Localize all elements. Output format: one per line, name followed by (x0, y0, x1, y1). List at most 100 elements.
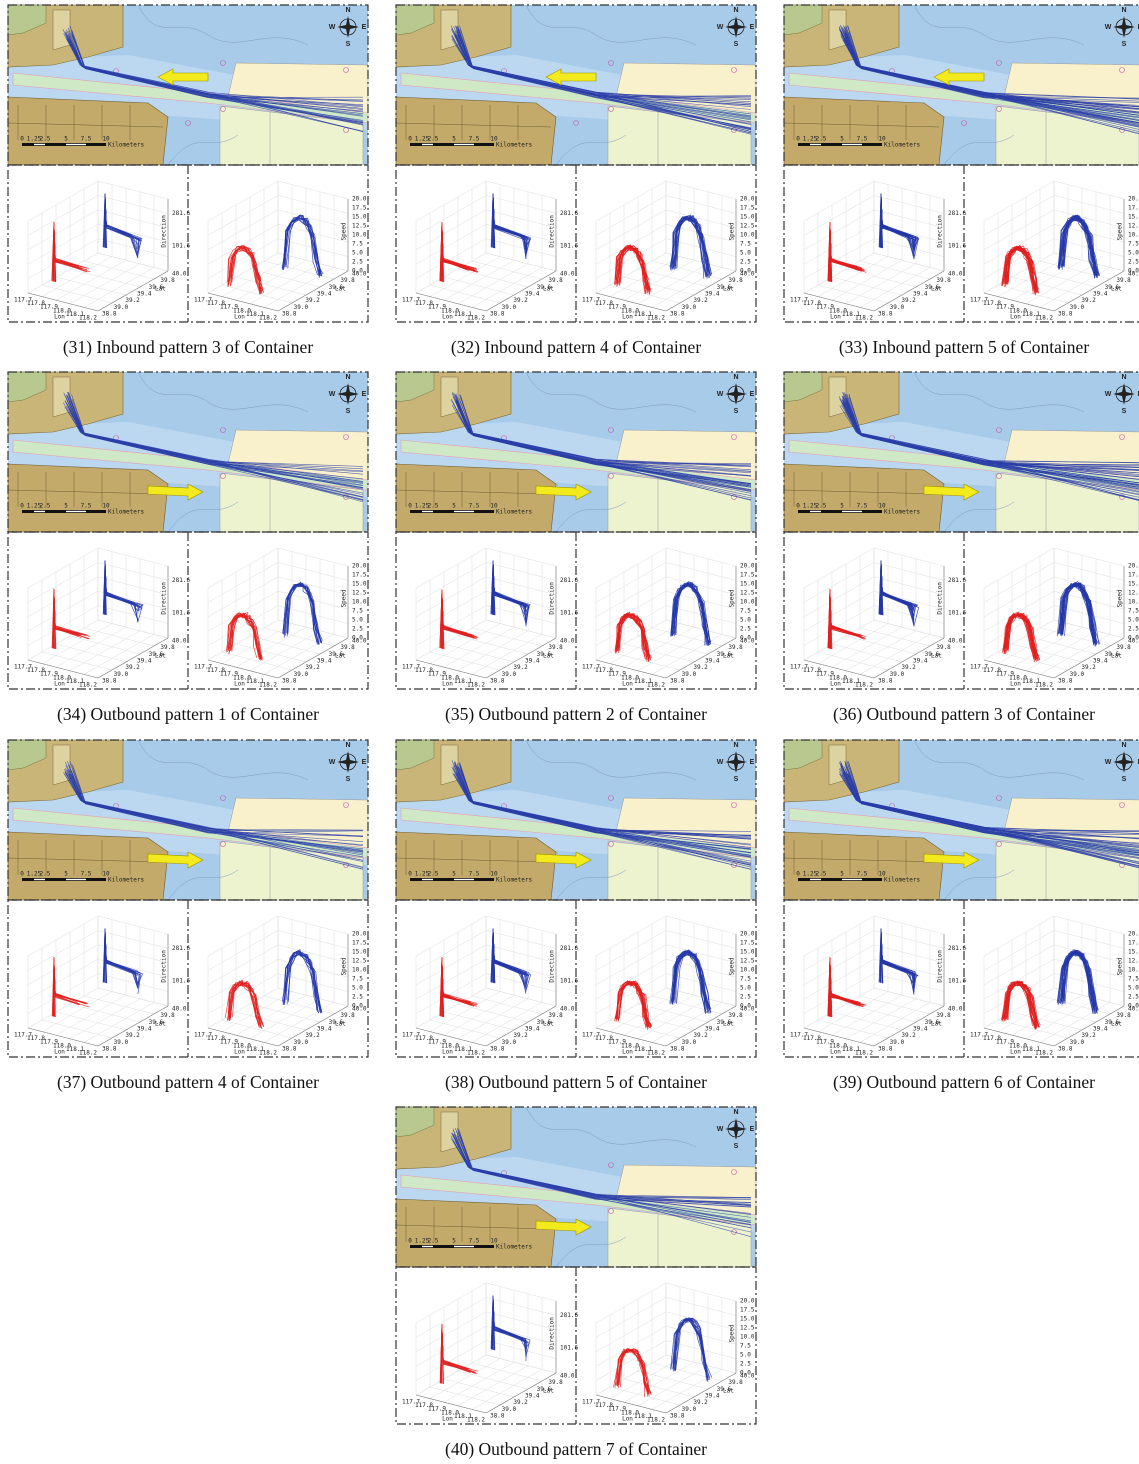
lon-label: Lon (1010, 681, 1021, 688)
scale-unit: Kilometers (496, 509, 533, 516)
lat-tick-label: 39.4 (705, 1393, 720, 1400)
grid-line (207, 195, 279, 236)
z-tick-label: 281.6 (172, 577, 190, 584)
grid-line (983, 547, 1055, 589)
lon-tick-label: 117.9 (220, 671, 238, 678)
lat-tick-label: 39.8 (1116, 277, 1131, 284)
trajectory-3d (829, 590, 855, 650)
scale-bar (798, 510, 882, 513)
trajectory-3d (614, 981, 649, 1029)
grid-line (277, 180, 349, 200)
trajectory-3d (230, 246, 262, 295)
grid-line (27, 605, 99, 646)
trajectory-3d (615, 614, 653, 659)
grid-line (69, 635, 141, 655)
grid-line (277, 547, 349, 567)
trajectory-3d (829, 226, 860, 282)
lon-label: Lon (234, 681, 245, 688)
lon-tick-label: 117.7 (194, 1032, 212, 1039)
grid-line (595, 1340, 667, 1381)
lat-tick-label: 40.0 (560, 271, 575, 278)
grid-line (845, 263, 917, 305)
z-tick-label: 281.6 (948, 945, 966, 952)
z-label: Direction (937, 215, 944, 248)
z-tick-label: 5.0 (352, 250, 363, 257)
land-outline (783, 857, 940, 863)
z-tick-label: 17.5 (352, 205, 367, 212)
depth-contour (137, 4, 309, 46)
grid-line (221, 284, 293, 304)
trajectory-3d (880, 193, 915, 257)
grid-line (595, 195, 667, 236)
scale-label: 5 (840, 136, 844, 143)
trajectory (838, 396, 1139, 501)
axis-line (485, 270, 557, 312)
compass-letter: W (1105, 759, 1112, 766)
scale-bar (410, 1245, 494, 1248)
lon-tick-label: 117.8 (983, 300, 1001, 307)
lon-tick-label: 117.7 (790, 664, 808, 671)
grid-line (429, 1386, 501, 1406)
lat-label: Lat (723, 286, 734, 293)
grid-line (803, 238, 875, 279)
grid-line (595, 576, 667, 618)
buoy (996, 841, 1002, 847)
grid-line (983, 973, 1055, 1014)
lat-tick-label: 39.2 (1081, 664, 1096, 671)
trajectory-3d (103, 560, 140, 615)
z-label: Speed (729, 957, 736, 975)
axis-line (27, 292, 99, 312)
scale-label: 10 (490, 136, 498, 143)
lat-tick-label: 39.2 (125, 1032, 140, 1039)
z-tick-label: 7.5 (1128, 608, 1139, 615)
grid-line (803, 915, 875, 957)
scale-label: 2.5 (428, 136, 439, 143)
lon-tick-label: 117.7 (582, 1399, 600, 1406)
trajectory-3d (104, 560, 139, 623)
trajectory-3d (829, 591, 858, 649)
land-outline (783, 489, 940, 495)
lat-tick-label: 39.6 (537, 1386, 552, 1393)
grid-line (277, 576, 349, 596)
trajectory-3d (53, 225, 78, 282)
scale-label: 0 (408, 871, 412, 878)
lon-tick-label: 117.7 (402, 1399, 420, 1406)
z-label: Speed (729, 222, 736, 240)
trajectory-3d (828, 960, 855, 1017)
lon-tick-label: 118.2 (647, 1417, 665, 1424)
trajectory-3d (615, 246, 650, 290)
compass (337, 751, 359, 773)
grid-line (249, 635, 321, 655)
grid-line (665, 209, 737, 229)
buoy (573, 120, 579, 126)
grid-line (207, 576, 279, 618)
z-tick-label: 12.5 (740, 1325, 755, 1332)
lon-tick-label: 118.2 (79, 682, 97, 689)
grid-line (637, 1370, 709, 1390)
grid-line (207, 930, 279, 971)
z-tick-label: 15.0 (352, 214, 367, 221)
grid-line (443, 1011, 515, 1031)
trajectory-3d (669, 216, 709, 279)
grid-line (665, 1282, 737, 1302)
grid-line (873, 547, 945, 567)
lat-tick-label: 39.6 (329, 284, 344, 291)
z-tick-label: 0.0 (352, 635, 363, 642)
grid-line (665, 1311, 737, 1331)
lat-label: Lat (723, 653, 734, 660)
z-tick-label: 20.0 (352, 563, 367, 570)
buoy (608, 60, 614, 66)
grid-line (97, 252, 169, 272)
trajectory-3d (829, 222, 864, 282)
trajectory-3d (675, 1318, 710, 1381)
scale-label: 0 (20, 871, 24, 878)
trajectory-3d (618, 1348, 649, 1395)
scale-label: 10 (878, 503, 886, 510)
compass-letter: W (717, 1126, 724, 1133)
grid-line (983, 562, 1055, 603)
lon-tick-label: 118.0 (1009, 674, 1027, 681)
lat-tick-label: 39.2 (901, 1032, 916, 1039)
z-label: Speed (1117, 957, 1124, 975)
lat-tick-label: 40.0 (1128, 1006, 1139, 1013)
trajectory-3d (441, 591, 470, 649)
